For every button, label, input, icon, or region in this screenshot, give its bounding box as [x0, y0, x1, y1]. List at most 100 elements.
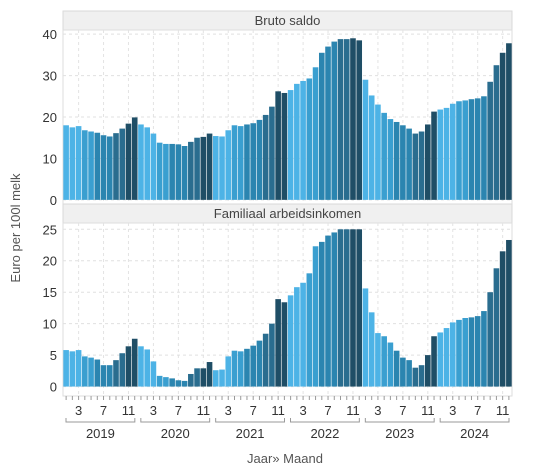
bar: [300, 282, 306, 387]
bar: [306, 78, 313, 200]
bar: [144, 127, 150, 200]
y-tick-label: 25: [43, 222, 57, 237]
bar: [188, 373, 194, 387]
bar: [425, 124, 431, 200]
bar: [381, 112, 387, 200]
bar: [356, 40, 363, 200]
bar: [119, 353, 126, 387]
bar: [163, 143, 169, 200]
bar: [431, 336, 437, 387]
bar: [499, 251, 506, 387]
y-tick-label: 10: [43, 317, 57, 332]
bar: [188, 141, 194, 200]
bar: [393, 350, 400, 387]
bar: [200, 368, 207, 387]
bar: [462, 317, 469, 387]
bar: [269, 106, 275, 200]
x-tick-label: 11: [197, 403, 211, 418]
bar: [443, 328, 450, 387]
bar: [169, 143, 175, 200]
bar: [131, 117, 138, 200]
bar: [100, 135, 107, 200]
bar: [225, 130, 232, 200]
x-tick-label: 11: [496, 403, 510, 418]
x-tick-label: 3: [150, 403, 157, 418]
bar: [156, 142, 163, 200]
bar: [368, 95, 375, 200]
bar: [325, 235, 331, 387]
bar: [94, 132, 101, 200]
bar: [331, 232, 338, 387]
y-tick-label: 20: [43, 110, 57, 125]
y-tick-label: 20: [43, 254, 57, 269]
panel-1: Bruto saldo 0 10 20 30 40: [43, 10, 513, 208]
panel-title: Familiaal arbeidsinkomen: [214, 206, 361, 221]
bar: [113, 360, 119, 387]
bar: [462, 100, 469, 200]
bar: [300, 80, 306, 200]
bar: [425, 355, 431, 387]
year-label: 2024: [460, 426, 489, 441]
bar: [175, 144, 182, 200]
bar: [437, 109, 444, 200]
bar: [94, 359, 101, 387]
bar: [125, 123, 132, 200]
bar: [281, 302, 288, 387]
bar: [194, 368, 200, 387]
bar: [244, 124, 250, 200]
y-tick-label: 40: [43, 27, 57, 42]
bar: [343, 229, 350, 387]
y-tick-label: 15: [43, 285, 57, 300]
y-axis-title: Euro per 100l melk: [8, 173, 23, 283]
bar: [82, 356, 88, 387]
bar: [350, 229, 356, 387]
bar: [269, 323, 275, 387]
x-tick-label: 7: [324, 403, 331, 418]
bar: [275, 91, 281, 200]
bar: [474, 316, 481, 387]
x-axis: 3 7 11 3 7 11 3 7 11 3 7 11 3 7 11 3 7 11 2019 2020 2021 2022…: [65, 396, 510, 441]
bar: [400, 357, 406, 387]
bar: [150, 361, 157, 387]
bar: [412, 133, 419, 200]
bar: [63, 125, 69, 200]
x-tick-label: 7: [100, 403, 107, 418]
y-tick-label: 30: [43, 69, 57, 84]
bar: [169, 378, 175, 387]
year-bracket: [439, 418, 510, 423]
year-label: 2020: [161, 426, 190, 441]
bar: [281, 92, 288, 200]
bar: [244, 348, 250, 387]
bar: [106, 365, 113, 387]
bar: [325, 46, 331, 200]
bar: [418, 365, 425, 387]
bar: [194, 137, 200, 200]
bar: [212, 136, 219, 200]
bar: [138, 346, 144, 387]
y-tick-label: 0: [50, 193, 57, 208]
bar: [412, 367, 419, 387]
bar: [225, 356, 232, 387]
bar: [387, 119, 394, 200]
x-tick-label: 11: [271, 403, 285, 418]
bar: [181, 380, 188, 387]
chart-panels: Bruto saldo 0 10 20 30 40 Familiaal arbeidsink…: [43, 10, 513, 397]
bar: [499, 52, 506, 200]
bar: [431, 111, 437, 200]
bar: [231, 350, 238, 387]
x-tick-label: 7: [399, 403, 406, 418]
x-tick-label: 11: [421, 403, 435, 418]
bar: [493, 65, 500, 200]
bar: [375, 333, 381, 387]
bar: [350, 38, 356, 200]
bar: [181, 146, 188, 200]
bar: [437, 332, 444, 387]
panel-2: Familiaal arbeidsinkomen 0 5 10 15 20 25: [43, 203, 513, 397]
bar: [306, 273, 313, 387]
bar: [88, 357, 94, 387]
bar: [468, 99, 475, 200]
bar: [362, 79, 369, 200]
bar: [237, 351, 244, 387]
bar: [487, 81, 493, 200]
year-bracket: [290, 418, 360, 423]
